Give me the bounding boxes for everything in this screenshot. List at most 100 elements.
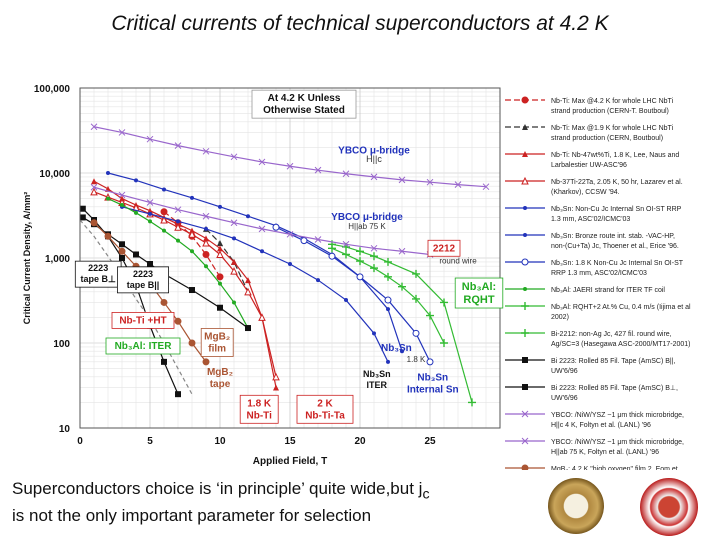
data-point: [384, 257, 392, 266]
legend-swatch-marker: [522, 124, 528, 130]
data-point: [230, 153, 238, 161]
data-point: [398, 282, 406, 291]
series-3: [90, 187, 280, 381]
data-point: [146, 199, 154, 206]
data-point: [344, 298, 348, 303]
legend-entry-4: Nb₃Sn: Non-Cu Jc Internal Sn OI-ST RRP 1.…: [505, 206, 682, 223]
legend-entry-13: YBCO: /NiW/YSZ ~1 μm thick microbridge, H…: [505, 437, 684, 456]
data-point: [230, 219, 238, 227]
bi2223-par-label-line-0: 2223: [133, 269, 153, 279]
data-point: [426, 358, 434, 366]
data-point: [440, 339, 448, 347]
legend-text: Bi 2223: Rolled 85 Fil. Tape (AmSC) B||,: [551, 358, 676, 365]
data-point: [174, 206, 182, 214]
data-point: [426, 178, 434, 186]
legend-text: Nb-Ti: Max @4.2 K for whole LHC NbTi: [551, 98, 674, 105]
legend-text: Nb-Ti: Nb-47wt%Ti, 1.8 K, Lee, Naus and: [551, 152, 679, 159]
ybco-hc-label: YBCO μ-bridge: [338, 145, 410, 156]
data-point: [412, 269, 420, 278]
legend-swatch-marker: [523, 287, 527, 291]
data-point: [90, 123, 98, 131]
x-tick-label: 15: [284, 436, 296, 447]
data-point: [160, 298, 168, 306]
nb3al-iter-label-box: [105, 337, 181, 355]
y-tick-label: 100,000: [34, 84, 71, 95]
data-point: [232, 300, 236, 305]
data-point: [216, 273, 224, 281]
bi2212-label: 2212: [427, 239, 461, 257]
data-point: [316, 278, 320, 283]
data-point: [106, 171, 110, 175]
nbti-ht-label: Nb-Ti +HT: [111, 312, 175, 329]
nb3sn-iter-label-line-0: Nb₃Sn: [363, 369, 391, 379]
chart-legend: Nb-Ti: Max @4.2 K for whole LHC NbTi stra…: [505, 96, 691, 470]
legend-text: MgB₂: 4.2 K "high oxygen" film 2, Eom et: [551, 466, 678, 470]
legend-text: Ag/SC=3 (Hasegawa ASC-2000/MT17-2001): [551, 341, 691, 348]
ybco-hab-label: YBCO μ-bridge: [331, 212, 403, 223]
bi2212-label-box: [427, 239, 461, 257]
legend-entry-1: Nb-Ti: Max @1.9 K for whole LHC NbTi stra…: [505, 124, 674, 142]
data-point: [272, 372, 280, 381]
legend-text: UW'6/96: [551, 368, 578, 375]
data-point: [356, 247, 364, 256]
data-point: [288, 261, 292, 266]
series-12: [90, 123, 490, 191]
series-line: [331, 243, 473, 403]
series-13: [90, 183, 434, 258]
data-point: [190, 249, 194, 254]
mgb2-film-label-box: [200, 328, 234, 357]
legend-entry-3: Nb-37Ti-22Ta, 2.05 K, 50 hr, Lazarev et …: [505, 176, 683, 196]
ybco-hc-sub-label: H||c: [366, 154, 382, 164]
data-point: [79, 205, 86, 212]
data-point: [412, 294, 420, 303]
data-point: [160, 208, 168, 216]
mgb2-film-label-line-1: film: [208, 343, 226, 354]
data-point: [342, 250, 350, 259]
data-point: [245, 325, 251, 332]
mgb2-tape-label-line-0: MgB₂: [207, 367, 233, 378]
data-point: [120, 203, 124, 208]
plot-frame: [79, 87, 501, 429]
legend-entry-0: Nb-Ti: Max @4.2 K for whole LHC NbTi stra…: [505, 96, 674, 115]
y-tick-label: 100: [53, 339, 70, 350]
data-point: [314, 166, 322, 174]
data-point: [370, 173, 378, 181]
data-point: [328, 252, 336, 260]
nbti-ht-label-line-0: Nb-Ti +HT: [119, 315, 166, 326]
legend-text: H||ab 75 K, Foltyn et al. (LANL) '96: [551, 449, 659, 456]
ybco-hab-sub-label: H||ab 75 K: [348, 222, 386, 231]
legend-swatch-marker: [521, 329, 529, 337]
data-point: [174, 223, 182, 231]
data-point: [356, 257, 364, 266]
data-point: [230, 267, 238, 275]
caption-line-1: Superconductors choice is ‘in principle’…: [12, 479, 423, 498]
data-point: [160, 215, 168, 224]
series-5: [120, 204, 390, 364]
legend-text: Nb-37Ti-22Ta, 2.05 K, 50 hr, Lazarev et …: [551, 179, 683, 186]
nb3sn-int-label-line-1: Internal Sn: [407, 385, 459, 396]
series-line: [93, 180, 277, 388]
data-point: [272, 223, 280, 231]
nbti-18k-label-line-1: Nb-Ti: [247, 410, 273, 421]
legend-text: Nb₃Sn: Bronze route int. stab. -VAC-HP,: [551, 233, 675, 240]
data-point: [386, 307, 390, 312]
nb3al-rqht-label: Nb₃Al:RQHT: [454, 277, 504, 309]
nbtita-label-line-0: 2 K: [317, 398, 333, 409]
legend-swatch-marker: [521, 410, 529, 418]
data-point: [90, 187, 98, 196]
bi2223-perp-label-line-1: tape B⊥: [81, 274, 117, 284]
data-point: [202, 250, 210, 258]
data-point: [440, 298, 448, 307]
legend-swatch-marker: [521, 302, 529, 310]
jc-chart: 0 5 10 15 20 25 10 100 1,000 10,000 100,000 Applied…: [22, 84, 691, 470]
data-point: [386, 359, 390, 364]
data-point: [218, 281, 222, 286]
data-point: [273, 384, 279, 391]
nbtita-label: 2 KNb-Ti-Ta: [296, 394, 354, 424]
data-point: [218, 204, 222, 209]
bi2212-sub-label: round wire: [439, 257, 477, 266]
data-point: [162, 228, 166, 233]
series-9: [328, 240, 476, 407]
data-point: [176, 238, 180, 243]
